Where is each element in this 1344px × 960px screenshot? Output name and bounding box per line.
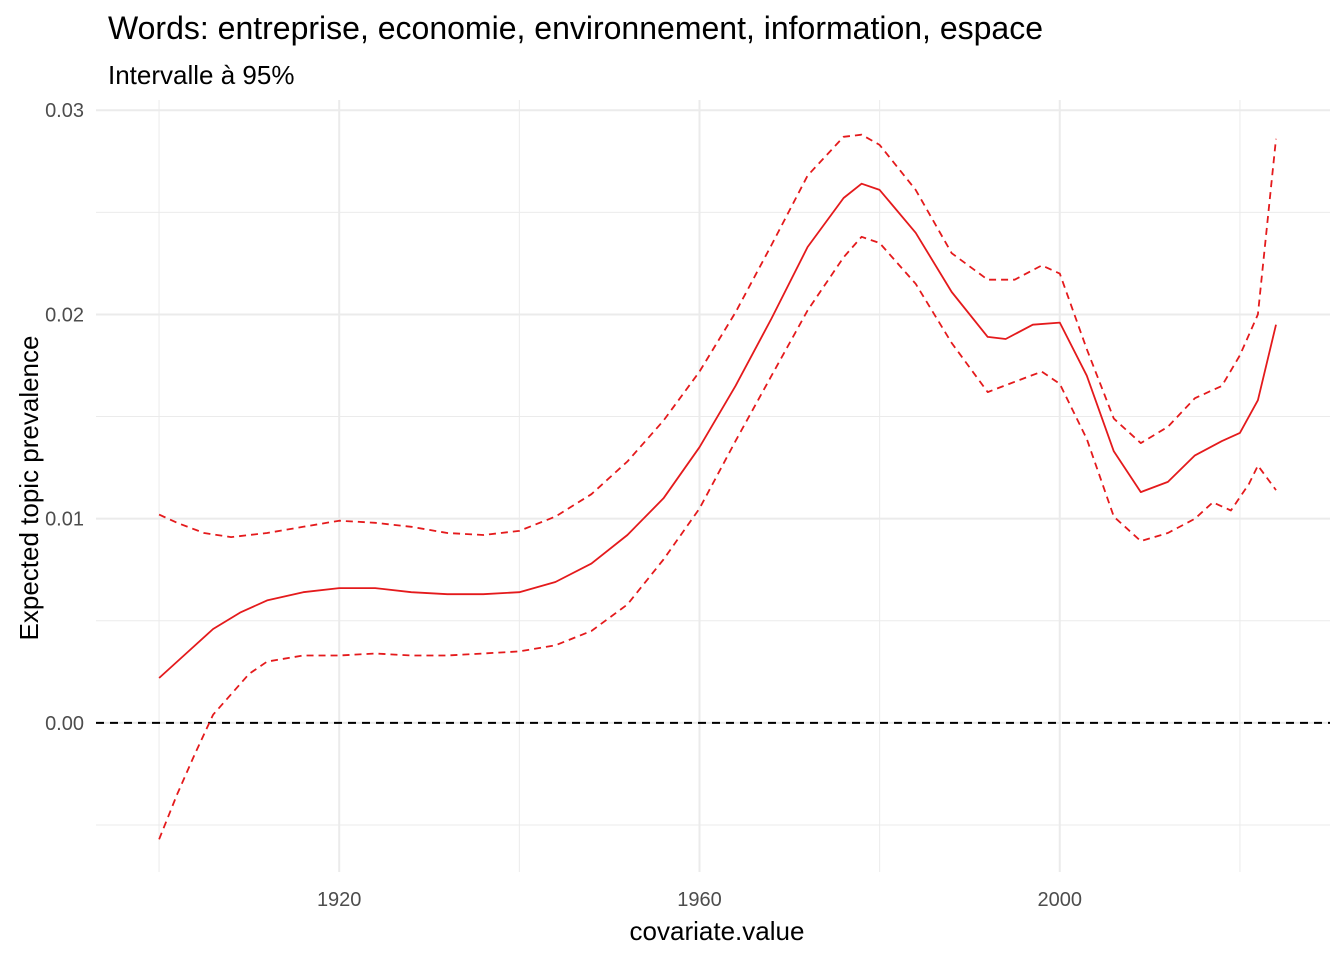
y-tick-label: 0.02 — [45, 304, 84, 326]
y-tick-label: 0.03 — [45, 100, 84, 122]
x-axis-ticks: 1920 1960 2000 — [317, 889, 1082, 911]
y-tick-label: 0.00 — [45, 713, 84, 735]
x-tick-label: 1960 — [677, 889, 722, 911]
y-tick-label: 0.01 — [45, 509, 84, 531]
series-line-estimate — [158, 182, 1277, 679]
x-axis-title: covariate.value — [630, 916, 805, 946]
grid-major — [96, 100, 1330, 872]
chart-subtitle: Intervalle à 95% — [108, 60, 295, 90]
x-tick-label: 1920 — [317, 889, 362, 911]
series-line-upper-95 — [158, 133, 1277, 538]
series-layer — [158, 133, 1277, 840]
chart-title: Words: entreprise, economie, environneme… — [108, 10, 1043, 46]
series-line-lower-95 — [158, 235, 1277, 840]
x-tick-label: 2000 — [1038, 889, 1083, 911]
y-axis-ticks: 0.00 0.01 0.02 0.03 — [45, 100, 84, 735]
y-axis-title: Expected topic prevalence — [14, 336, 44, 641]
grid-minor — [96, 100, 1330, 872]
